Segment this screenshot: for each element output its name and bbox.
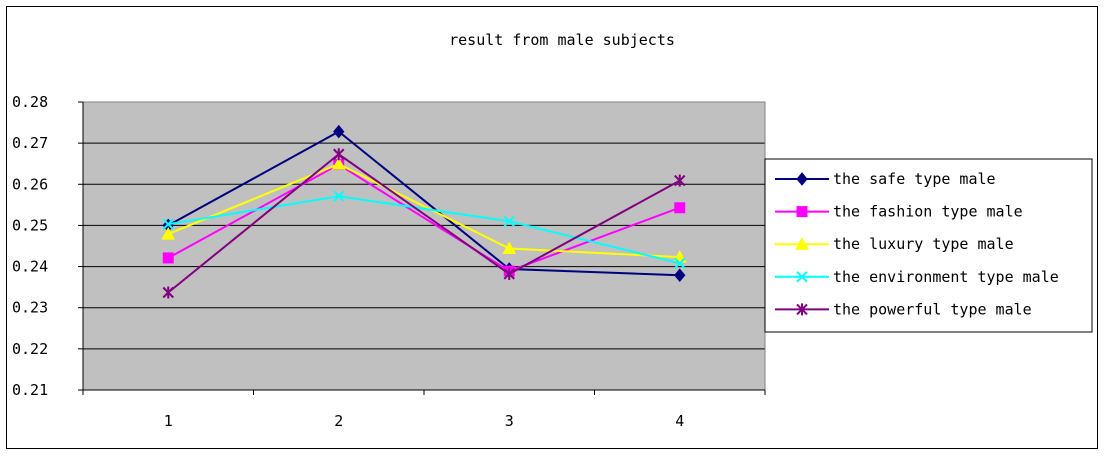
x-marker-stroke (796, 271, 808, 283)
data-point (333, 148, 345, 161)
x-tick-label: 4 (675, 412, 684, 430)
series-line (167, 163, 681, 273)
legend-label: the safe type male (833, 170, 996, 188)
y-tick-label: 0.24 (12, 258, 48, 276)
y-tick-label: 0.22 (12, 340, 48, 358)
x-tick-label: 3 (505, 412, 514, 430)
legend-box (764, 158, 1093, 333)
legend-marker (796, 172, 808, 186)
series-line (167, 152, 681, 294)
y-tick-label: 0.28 (12, 93, 48, 111)
y-tick-label: 0.25 (12, 216, 48, 234)
x-marker-stroke (503, 215, 515, 228)
triangle-marker (502, 241, 517, 254)
diamond-marker (796, 172, 808, 186)
series-line (167, 130, 680, 277)
plot-background (83, 102, 765, 390)
chart-frame: result from male subjects 0.21 0.22 0.23 0.… (6, 6, 1098, 449)
triangle-marker (331, 157, 346, 170)
legend-label: the powerful type male (833, 300, 1032, 318)
data-point (502, 241, 517, 254)
data-point (331, 157, 346, 170)
legend-marker (795, 237, 809, 250)
data-point (162, 218, 174, 230)
square-marker (674, 202, 686, 214)
legend-marker (796, 303, 808, 316)
legend-label: the fashion type male (833, 203, 1023, 221)
legend-marker (796, 271, 808, 283)
y-tick-label: 0.27 (12, 134, 48, 152)
diamond-marker (674, 268, 686, 282)
diamond-marker (333, 124, 345, 139)
legend-marker (796, 206, 808, 218)
x-tick-label: 1 (164, 412, 173, 430)
y-tick-label: 0.26 (12, 175, 48, 193)
triangle-marker (161, 227, 176, 240)
square-marker (796, 206, 808, 218)
data-point (161, 227, 176, 240)
data-point (503, 267, 515, 280)
data-point (674, 257, 686, 269)
x-tick-label: 2 (334, 412, 343, 430)
x-marker-stroke (674, 257, 686, 269)
triangle-marker (795, 237, 809, 250)
legend: the safe type male the fashion type male t… (764, 158, 1093, 333)
data-point (333, 124, 345, 139)
data-point (162, 286, 174, 299)
legend-label: the luxury type male (833, 235, 1014, 253)
data-point (333, 190, 345, 202)
chart-title: result from male subjects (449, 31, 675, 49)
series-line (168, 195, 680, 265)
data-point (674, 174, 686, 187)
data-point (674, 202, 686, 214)
series-line (167, 163, 680, 259)
data-point (674, 268, 686, 282)
plot-area: 0.21 0.22 0.23 0.24 0.25 0.26 0.27 0.28 1 2 3 4 (12, 93, 766, 430)
x-marker-stroke (162, 218, 174, 230)
legend-label: the environment type male (833, 268, 1059, 286)
y-tick-label: 0.21 (12, 381, 48, 399)
y-tick-label: 0.23 (12, 299, 48, 317)
x-marker-stroke (333, 190, 345, 202)
data-point (503, 215, 515, 228)
data-point (162, 252, 174, 264)
line-chart: result from male subjects 0.210.220.230.… (12, 31, 1093, 430)
square-marker (162, 252, 174, 264)
